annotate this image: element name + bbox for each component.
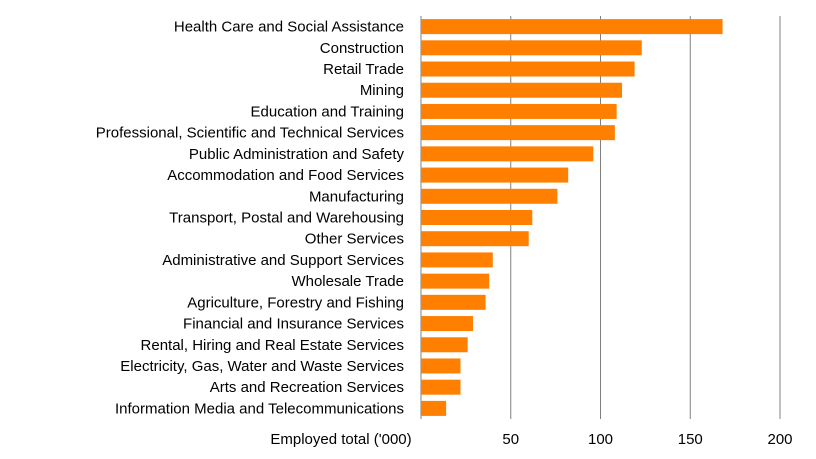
category-label: Wholesale Trade: [291, 273, 404, 290]
x-tick-label: 150: [678, 431, 703, 448]
category-label: Transport, Postal and Warehousing: [169, 210, 404, 227]
bar: [421, 379, 461, 395]
x-axis-title: Employed total ('000): [270, 431, 411, 448]
bars: [421, 19, 723, 416]
bar: [421, 82, 623, 98]
category-label: Arts and Recreation Services: [210, 379, 404, 396]
category-label: Agriculture, Forestry and Fishing: [187, 294, 404, 311]
category-label: Administrative and Support Services: [162, 252, 404, 269]
bar: [421, 210, 533, 225]
bar: [421, 337, 468, 353]
x-tick-label: 50: [502, 431, 519, 448]
category-label: Health Care and Social Assistance: [174, 19, 404, 36]
bar: [421, 146, 594, 162]
category-label: Mining: [360, 82, 404, 99]
bar: [421, 358, 461, 374]
category-label: Financial and Insurance Services: [183, 316, 404, 333]
bar: [421, 167, 569, 183]
category-label: Education and Training: [251, 103, 404, 120]
category-label: Construction: [320, 40, 404, 57]
bar: [421, 61, 635, 77]
category-labels: Health Care and Social Assistance Constru…: [96, 19, 405, 418]
bar: [421, 294, 486, 310]
bar: [421, 316, 474, 332]
category-label: Retail Trade: [323, 61, 404, 78]
bar: [421, 400, 447, 416]
category-label: Electricity, Gas, Water and Waste Servic…: [120, 358, 404, 375]
bar: [421, 103, 617, 119]
x-tick-label: 200: [767, 431, 792, 448]
bar: [421, 40, 642, 56]
bar: [421, 125, 615, 141]
category-label: Information Media and Telecommunications: [115, 400, 404, 417]
category-label: Other Services: [305, 231, 404, 248]
bar: [421, 231, 529, 247]
category-label: Professional, Scientific and Technical S…: [96, 125, 404, 142]
category-label: Rental, Hiring and Real Estate Services: [141, 337, 404, 354]
bar: [421, 19, 723, 35]
category-label: Manufacturing: [309, 188, 404, 205]
bar: [421, 273, 490, 289]
bar: [421, 188, 558, 204]
category-label: Accommodation and Food Services: [167, 167, 404, 184]
bar: [421, 252, 493, 268]
x-tick-labels: 50 100 150 200: [502, 431, 792, 448]
x-tick-label: 100: [588, 431, 613, 448]
category-label: Public Administration and Safety: [189, 146, 405, 163]
